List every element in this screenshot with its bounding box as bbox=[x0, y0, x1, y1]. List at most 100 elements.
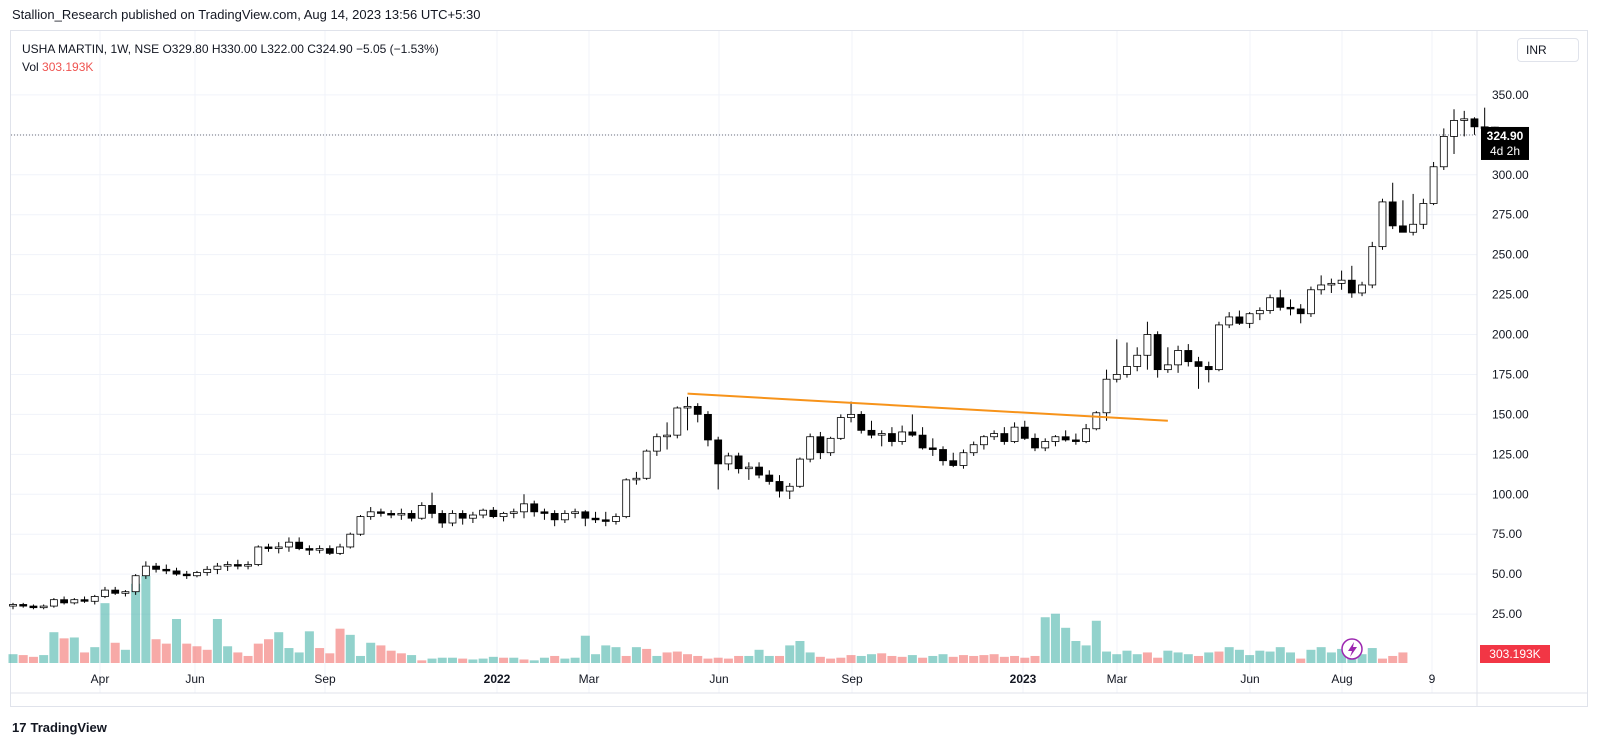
candle-body bbox=[652, 436, 661, 452]
volume-bar bbox=[826, 658, 836, 663]
volume-bar bbox=[979, 655, 989, 663]
volume-bar bbox=[1377, 658, 1387, 663]
volume-bar bbox=[110, 642, 120, 663]
time-tick-label: Aug bbox=[1331, 672, 1352, 686]
volume-bar bbox=[192, 646, 202, 663]
volume-bar bbox=[120, 649, 130, 663]
candle-body bbox=[683, 405, 692, 409]
volume-bar bbox=[355, 655, 365, 663]
candle-body bbox=[254, 546, 263, 565]
candle-body bbox=[80, 599, 89, 602]
candle-body bbox=[1358, 284, 1366, 294]
candle-body bbox=[1317, 284, 1326, 291]
candle-body bbox=[60, 599, 68, 604]
last-price-badge bbox=[1481, 126, 1529, 160]
candle-body bbox=[939, 449, 947, 462]
volume-bar bbox=[907, 655, 917, 663]
currency-button[interactable]: INR bbox=[1517, 38, 1579, 62]
candle-body bbox=[131, 575, 140, 593]
volume-bar bbox=[631, 647, 641, 663]
volume-bar bbox=[764, 655, 774, 663]
candle-body bbox=[458, 513, 467, 519]
time-tick-label: 2023 bbox=[1010, 672, 1037, 686]
candle-body bbox=[346, 533, 355, 548]
candle-body bbox=[1399, 225, 1407, 233]
price-axis: 350.00325.00300.00275.00250.00225.00200.… bbox=[1492, 88, 1529, 621]
volume-bar bbox=[151, 639, 161, 663]
time-tick-label: Sep bbox=[841, 672, 863, 686]
volume-label: Vol bbox=[22, 60, 39, 74]
candle-body bbox=[550, 513, 559, 521]
candle-body bbox=[1378, 201, 1387, 248]
candle-body bbox=[1123, 366, 1131, 375]
bar-countdown-text: 4d 2h bbox=[1490, 144, 1520, 158]
candle-body bbox=[499, 513, 508, 518]
volume-bar bbox=[652, 655, 662, 663]
volume-bar bbox=[18, 655, 28, 663]
volume-value: 303.193K bbox=[42, 60, 94, 74]
price-tick-label: 125.00 bbox=[1492, 447, 1529, 461]
candle-body bbox=[806, 436, 815, 460]
tradingview-brand[interactable]: 17 TradingView bbox=[12, 720, 107, 735]
candle-body bbox=[632, 477, 641, 481]
candle-body bbox=[1470, 118, 1479, 128]
volume-bar bbox=[1245, 655, 1255, 663]
volume-bar bbox=[1204, 652, 1214, 663]
time-tick-label: Jun bbox=[709, 672, 728, 686]
candle-body bbox=[959, 452, 968, 466]
candle-body bbox=[571, 511, 579, 514]
volume-bar bbox=[560, 658, 570, 663]
candle-body bbox=[90, 596, 99, 602]
candle-body bbox=[704, 413, 712, 441]
volume-bar bbox=[958, 655, 968, 663]
candle-body bbox=[223, 564, 232, 567]
volume-bar bbox=[1153, 657, 1163, 663]
trendline bbox=[687, 392, 1168, 422]
candle-body bbox=[366, 511, 375, 518]
volume-bar bbox=[39, 655, 49, 663]
candle-body bbox=[407, 513, 416, 519]
candle-body bbox=[888, 433, 896, 442]
volume-bar bbox=[999, 656, 1009, 663]
flash-icon bbox=[1341, 638, 1363, 660]
volume-layer bbox=[8, 575, 1408, 663]
candle-body bbox=[1368, 246, 1377, 286]
volume-bar bbox=[1132, 654, 1142, 663]
volume-bar bbox=[264, 639, 273, 663]
price-tick-label: 250.00 bbox=[1492, 248, 1529, 262]
volume-bar bbox=[866, 654, 876, 663]
volume-bar bbox=[1265, 651, 1275, 663]
volume-bar bbox=[989, 654, 999, 663]
candle-body bbox=[826, 437, 835, 454]
price-tick-label: 225.00 bbox=[1492, 288, 1529, 302]
last-price-text: 324.90 bbox=[1487, 129, 1524, 143]
candle-body bbox=[203, 568, 212, 573]
volume-bar bbox=[795, 641, 805, 663]
candle-body bbox=[1296, 308, 1305, 315]
candle-body bbox=[325, 548, 334, 554]
candle-body bbox=[315, 548, 324, 551]
candle-body bbox=[693, 405, 702, 415]
candle-body bbox=[1153, 334, 1162, 371]
candle-body bbox=[121, 591, 130, 594]
volume-bar bbox=[49, 632, 59, 663]
volume-bar bbox=[499, 657, 509, 663]
volume-bar bbox=[948, 656, 958, 663]
volume-bar bbox=[621, 655, 631, 663]
candle-body bbox=[1439, 136, 1448, 168]
volume-bar bbox=[580, 635, 590, 663]
candle-body bbox=[336, 546, 344, 554]
candle-body bbox=[560, 513, 569, 521]
candle-body bbox=[765, 474, 774, 482]
candle-body bbox=[1041, 441, 1050, 449]
time-tick-label: Apr bbox=[91, 672, 110, 686]
volume-bar bbox=[1163, 650, 1173, 663]
volume-bar bbox=[744, 655, 754, 663]
candle-body bbox=[1450, 120, 1458, 137]
volume-bar bbox=[539, 657, 549, 663]
volume-bar bbox=[1306, 649, 1316, 663]
candle-body bbox=[264, 546, 273, 549]
volume-bar bbox=[1214, 651, 1224, 663]
